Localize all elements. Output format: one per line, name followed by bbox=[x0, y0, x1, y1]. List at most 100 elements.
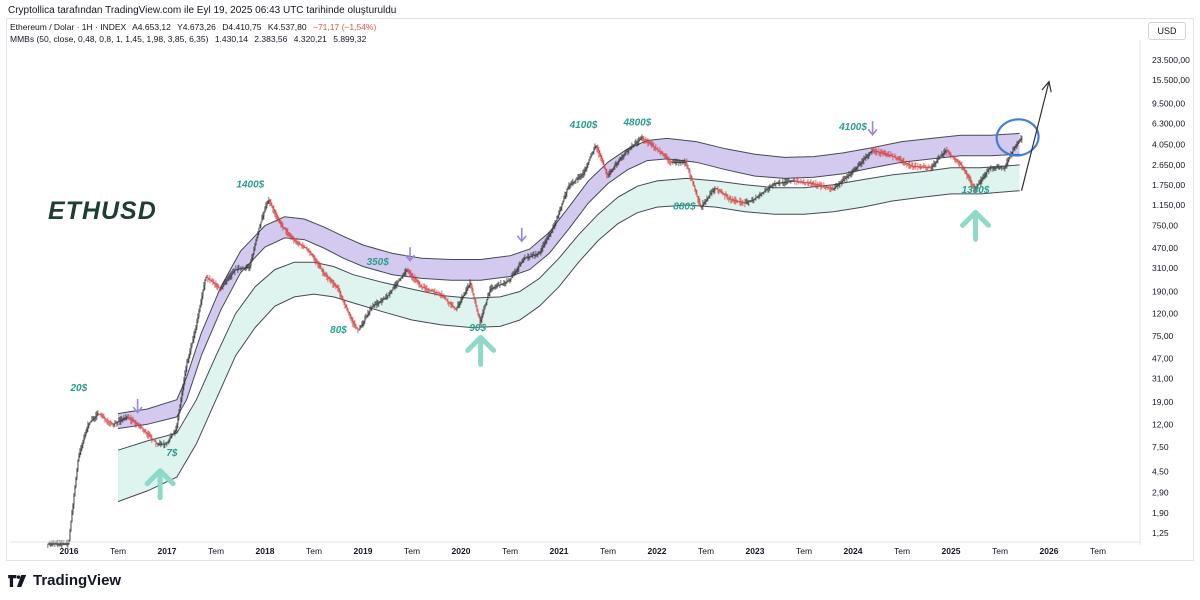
candle-body bbox=[1012, 150, 1014, 153]
candle-body bbox=[955, 159, 957, 160]
candle-body bbox=[926, 167, 928, 168]
candle-body bbox=[712, 190, 714, 193]
candle-body bbox=[786, 181, 788, 183]
forecast-arrow bbox=[1020, 81, 1050, 191]
price-annotation: 4800$ bbox=[622, 118, 651, 129]
candle-body bbox=[436, 292, 438, 294]
candle-body bbox=[1018, 141, 1020, 143]
candle-body bbox=[931, 166, 933, 168]
candle-body bbox=[619, 158, 621, 161]
candle-body bbox=[350, 316, 352, 319]
y-tick-label: 1.150,00 bbox=[1152, 200, 1185, 210]
candle-body bbox=[997, 167, 999, 169]
candle-body bbox=[50, 543, 52, 545]
candle-body bbox=[946, 150, 948, 152]
y-tick-label: 1.750,00 bbox=[1152, 180, 1185, 190]
candle-body bbox=[837, 184, 839, 186]
candle-body bbox=[198, 311, 200, 317]
candle-body bbox=[908, 164, 910, 165]
candle-body bbox=[474, 297, 476, 302]
candle-body bbox=[923, 166, 925, 168]
candle-body bbox=[806, 182, 808, 184]
candle-body bbox=[816, 184, 818, 185]
candle-body bbox=[225, 281, 227, 283]
x-tick-label: Tem bbox=[306, 546, 322, 556]
candle-body bbox=[579, 176, 581, 178]
candle-body bbox=[529, 256, 531, 258]
candle-body bbox=[197, 316, 199, 322]
y-tick-label: 750,00 bbox=[1152, 221, 1178, 231]
candle-body bbox=[441, 294, 443, 296]
price-annotation: 880$ bbox=[673, 201, 696, 212]
candle-body bbox=[1021, 138, 1023, 140]
candle-body bbox=[577, 178, 579, 179]
candle-body bbox=[106, 419, 108, 421]
candle-body bbox=[656, 148, 658, 150]
candle-body bbox=[727, 196, 729, 198]
candle-body bbox=[501, 283, 503, 285]
candle-body bbox=[522, 260, 524, 262]
candle-body bbox=[720, 191, 722, 193]
candle-body bbox=[759, 194, 761, 196]
highlight-circle bbox=[995, 118, 1040, 157]
candle-body bbox=[339, 291, 341, 294]
candle-body bbox=[925, 167, 927, 168]
candle-body bbox=[370, 308, 372, 311]
candle-body bbox=[53, 543, 55, 545]
candle-body bbox=[715, 188, 717, 189]
candle-body bbox=[420, 285, 422, 287]
candle-body bbox=[1005, 164, 1007, 167]
arrow-down-icon-head bbox=[405, 254, 415, 263]
candle-body bbox=[790, 181, 792, 182]
candle-body bbox=[396, 283, 398, 285]
candle-body bbox=[473, 293, 475, 298]
candle-body bbox=[343, 300, 345, 303]
candle-body bbox=[691, 177, 693, 181]
candle-body bbox=[901, 160, 903, 162]
candle-body bbox=[136, 423, 138, 425]
candle-body bbox=[84, 435, 86, 439]
candle-body bbox=[418, 282, 420, 284]
candle-body bbox=[210, 280, 212, 281]
candle-body bbox=[622, 155, 624, 157]
candle-body bbox=[472, 289, 474, 294]
y-axis: 23.500,00 15.500,00 9.500,00 6.300,00 4.050,… bbox=[1139, 40, 1190, 545]
candle-body bbox=[137, 424, 139, 426]
symbol-name[interactable]: Ethereum / Dolar · 1H · INDEX bbox=[10, 22, 127, 32]
candle-body bbox=[110, 422, 112, 424]
candle-body bbox=[54, 543, 56, 545]
candle-body bbox=[994, 167, 996, 169]
candle-body bbox=[536, 254, 538, 255]
candle-body bbox=[800, 181, 802, 183]
candle-body bbox=[697, 196, 699, 200]
indicator-label[interactable]: MMBs (50, close, 0,48, 0,8, 1, 1,45, 1,9… bbox=[10, 34, 209, 44]
candle-body bbox=[184, 373, 186, 381]
candle-body bbox=[223, 284, 225, 286]
candle-body bbox=[372, 305, 374, 307]
candle-body bbox=[749, 200, 751, 202]
candle-body bbox=[449, 302, 451, 304]
candle-body bbox=[138, 425, 140, 427]
candle-body bbox=[192, 339, 194, 344]
candle-body bbox=[719, 190, 721, 192]
candle-body bbox=[902, 161, 904, 162]
candle-body bbox=[987, 170, 989, 172]
x-tick-label: 2018 bbox=[256, 546, 275, 556]
candle-body bbox=[337, 287, 339, 289]
candle-body bbox=[875, 151, 877, 152]
candle-body bbox=[664, 155, 666, 157]
candle-body bbox=[1002, 167, 1004, 169]
candle-body bbox=[995, 167, 997, 169]
candle-body bbox=[200, 301, 202, 307]
candle-body bbox=[151, 437, 153, 439]
candle-body bbox=[965, 171, 967, 174]
candle-body bbox=[559, 209, 561, 213]
candle-body bbox=[909, 164, 911, 166]
annotation-layer: 20$ 7$ 1400$ 80$ 350$ 90$ 4100$ 4800$ 880$ 4100$ 1… bbox=[69, 80, 1052, 501]
candle-body bbox=[185, 367, 187, 374]
currency-button[interactable]: USD bbox=[1148, 22, 1186, 40]
candle-body bbox=[120, 420, 122, 421]
candle-body bbox=[807, 182, 809, 184]
tradingview-logo[interactable]: TradingView bbox=[8, 572, 121, 589]
